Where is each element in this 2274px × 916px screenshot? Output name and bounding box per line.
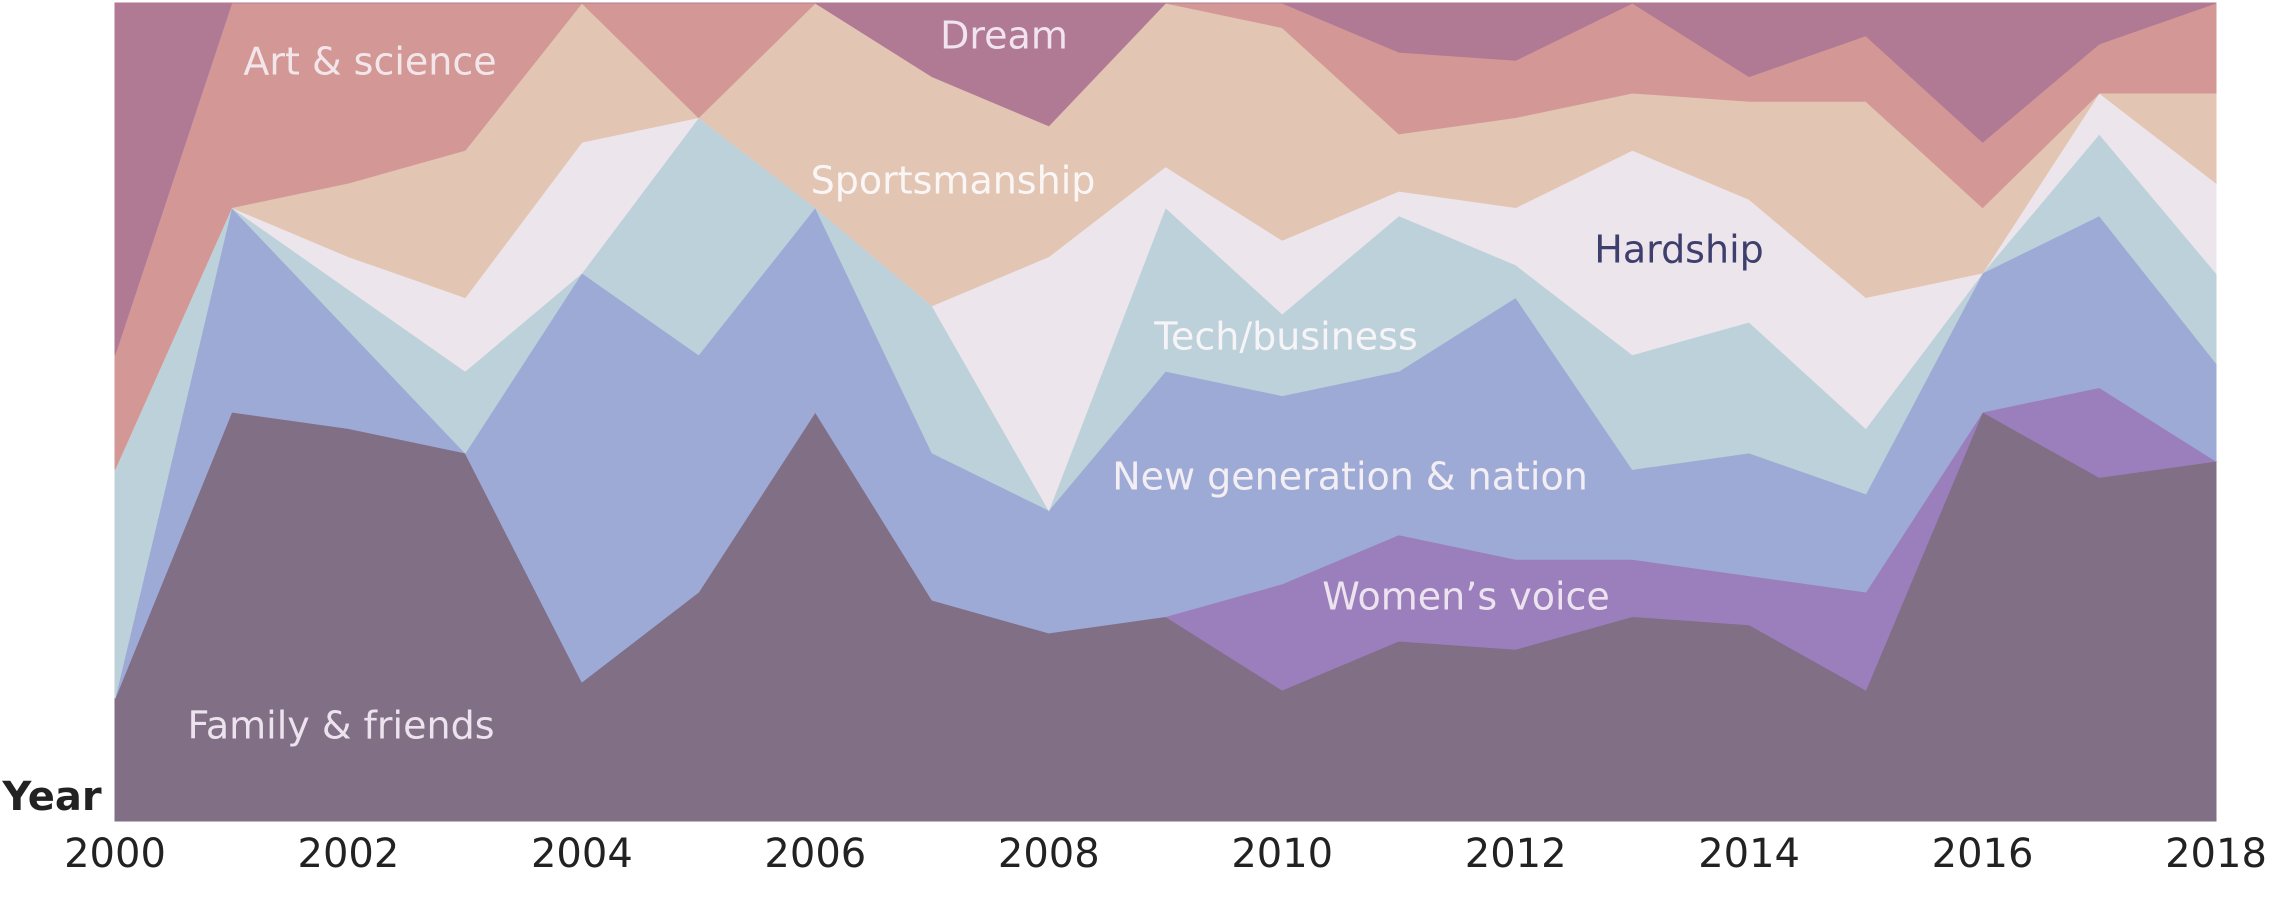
series-label: Dream xyxy=(940,14,1068,58)
series-label: Art & science xyxy=(243,40,496,84)
x-tick-label: 2000 xyxy=(64,831,166,877)
x-tick-label: 2014 xyxy=(1698,831,1800,877)
labels: Family & friends Women’s voice New generat… xyxy=(187,14,1763,748)
areas xyxy=(114,2,2218,822)
x-tick-label: 2008 xyxy=(998,831,1100,877)
series-label: Hardship xyxy=(1594,228,1764,272)
x-tick-label: 2012 xyxy=(1465,831,1567,877)
x-tick-label: 2002 xyxy=(298,831,400,877)
x-axis-label: Year xyxy=(1,774,101,820)
x-tick-label: 2016 xyxy=(1932,831,2034,877)
x-tick-label: 2006 xyxy=(764,831,866,877)
area xyxy=(114,2,2217,355)
series-label: New generation & nation xyxy=(1112,455,1588,499)
series-label: Women’s voice xyxy=(1322,575,1610,619)
series-label: Sportsmanship xyxy=(811,159,1096,203)
x-tick-label: 2018 xyxy=(2165,831,2267,877)
x-tick-label: 2004 xyxy=(531,831,633,877)
x-tick-label: 2010 xyxy=(1231,831,1333,877)
series-label: Tech/business xyxy=(1153,315,1418,359)
series-label: Family & friends xyxy=(187,704,494,748)
